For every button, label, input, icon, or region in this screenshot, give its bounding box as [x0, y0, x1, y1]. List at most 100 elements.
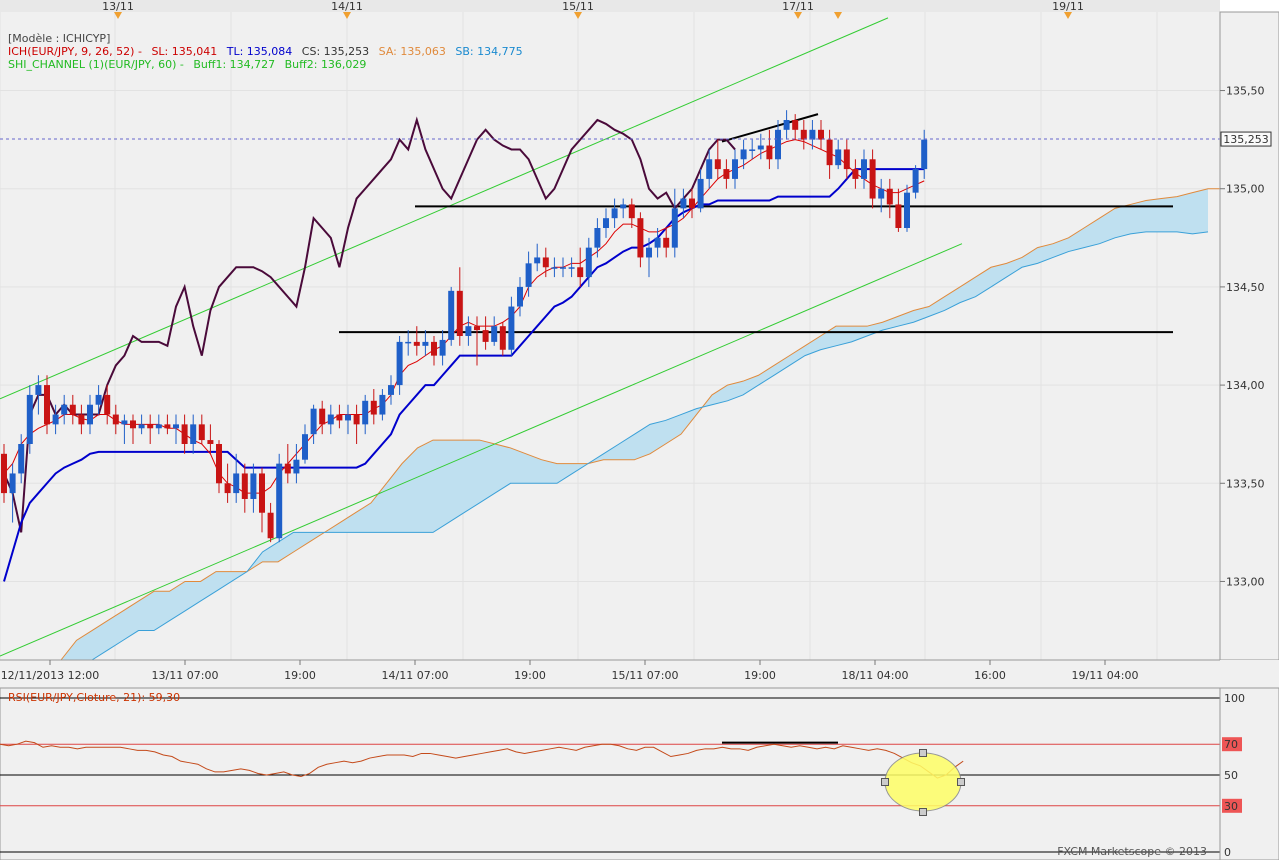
- candle-body: [241, 473, 248, 499]
- candle-body: [336, 414, 343, 421]
- candle-body: [740, 149, 747, 160]
- candle-body: [233, 473, 240, 494]
- y-axis-main[interactable]: [1219, 11, 1279, 661]
- x-tick-label: 19/11 04:00: [1072, 669, 1139, 682]
- candle-body: [173, 424, 179, 429]
- candle-body: [310, 408, 317, 435]
- candle-body: [422, 341, 429, 346]
- candle-body: [78, 414, 85, 425]
- rsi-tick-label: 30: [1224, 800, 1238, 813]
- top-date-label: 13/11: [102, 0, 134, 13]
- candle-body: [216, 444, 222, 484]
- candle-body: [671, 208, 678, 248]
- candle-body: [714, 159, 721, 170]
- top-dates: 13/11 14/11 15/11 17/11 19/11: [102, 0, 1084, 19]
- ellipse-handle[interactable]: [881, 778, 889, 786]
- candle-body: [680, 198, 687, 209]
- y-tick-label: 135,00: [1226, 183, 1265, 196]
- candle-body: [405, 341, 412, 344]
- date-marker: [114, 12, 122, 19]
- candle-body: [44, 385, 50, 425]
- channel-lower: [0, 243, 963, 657]
- date-marker: [834, 12, 842, 19]
- y-axis-rsi[interactable]: [1219, 687, 1279, 860]
- candle-body: [396, 341, 403, 386]
- candle-body: [250, 473, 257, 499]
- rsi-tick-label: 50: [1224, 769, 1238, 782]
- candle-body: [852, 169, 859, 179]
- candle-body: [835, 149, 842, 166]
- candle-body: [869, 159, 876, 199]
- candle-body: [491, 326, 498, 342]
- candle-body: [843, 149, 850, 170]
- date-strip: [0, 0, 1220, 12]
- main-plot-area: [0, 12, 1220, 660]
- candle-body: [542, 257, 549, 268]
- candle-body: [130, 420, 136, 429]
- candle-body: [654, 237, 661, 248]
- candle-body: [921, 139, 928, 170]
- x-tick-label: 12/11/2013 12:00: [1, 669, 100, 682]
- candle-body: [207, 440, 214, 444]
- candle-body: [302, 434, 308, 460]
- candle-body: [388, 385, 394, 395]
- y-tick-label: 133,50: [1226, 477, 1265, 490]
- rsi-line: [0, 740, 964, 779]
- ellipse-handle[interactable]: [919, 749, 927, 757]
- candle-body: [224, 483, 231, 494]
- candle-body: [147, 424, 154, 429]
- candle-body: [353, 414, 360, 425]
- candle-body: [164, 424, 171, 429]
- legend-shi: SHI_CHANNEL (1)(EUR/JPY, 60) - Buff1: 13…: [8, 58, 366, 71]
- candle-body: [456, 290, 463, 336]
- candle-body: [379, 394, 386, 415]
- candle-body: [517, 286, 523, 307]
- candle-body: [35, 385, 42, 395]
- y-tick-label: 134,00: [1226, 379, 1265, 392]
- candle-body: [121, 420, 128, 425]
- candle-body: [87, 404, 93, 425]
- legend-model: [Modèle : ICHICYP]: [8, 32, 110, 45]
- current-price-tag: 135,253: [1220, 131, 1272, 147]
- rsi-level-tag: [1222, 737, 1242, 752]
- x-tick-label: 18/11 04:00: [842, 669, 909, 682]
- ellipse-handle[interactable]: [919, 808, 927, 816]
- candle-body: [809, 129, 816, 140]
- candle-body: [594, 228, 601, 248]
- trend-segment: [721, 113, 819, 143]
- candle-body: [61, 404, 68, 415]
- candle-body: [732, 159, 738, 179]
- candle-body: [749, 149, 756, 151]
- top-date-label: 14/11: [331, 0, 363, 13]
- shi-channel: [0, 17, 963, 657]
- y-tick-label: 135,50: [1226, 85, 1265, 98]
- candle-body: [878, 188, 885, 199]
- candle-body: [362, 400, 369, 425]
- x-tick-label: 14/11 07:00: [382, 669, 449, 682]
- y-tick-label: 134,50: [1226, 281, 1265, 294]
- candle-body: [603, 218, 609, 228]
- copyright: FXCM Marketscope © 2013: [1057, 845, 1207, 858]
- ellipse-handle[interactable]: [957, 778, 965, 786]
- candle-body: [706, 159, 713, 179]
- chikou-span: [3, 116, 736, 533]
- candle-body: [663, 237, 670, 248]
- candle-body: [637, 218, 644, 258]
- candle-body: [327, 414, 334, 425]
- x-tick-label: 16:00: [974, 669, 1006, 682]
- candle-body: [276, 463, 283, 539]
- candle-body: [1, 453, 7, 494]
- candle-body: [826, 139, 833, 166]
- candle-body: [482, 330, 489, 342]
- candle-body: [611, 208, 618, 219]
- x-tick-label: 19:00: [744, 669, 776, 682]
- candle-body: [267, 512, 274, 539]
- date-marker: [794, 12, 802, 19]
- x-tick-label: 19:00: [284, 669, 316, 682]
- rsi-highlight-ellipse[interactable]: [881, 749, 965, 816]
- x-tick-label: 19:00: [514, 669, 546, 682]
- cloud-fill: [30, 188, 1208, 710]
- candle-body: [190, 424, 197, 444]
- candle-body: [138, 424, 145, 429]
